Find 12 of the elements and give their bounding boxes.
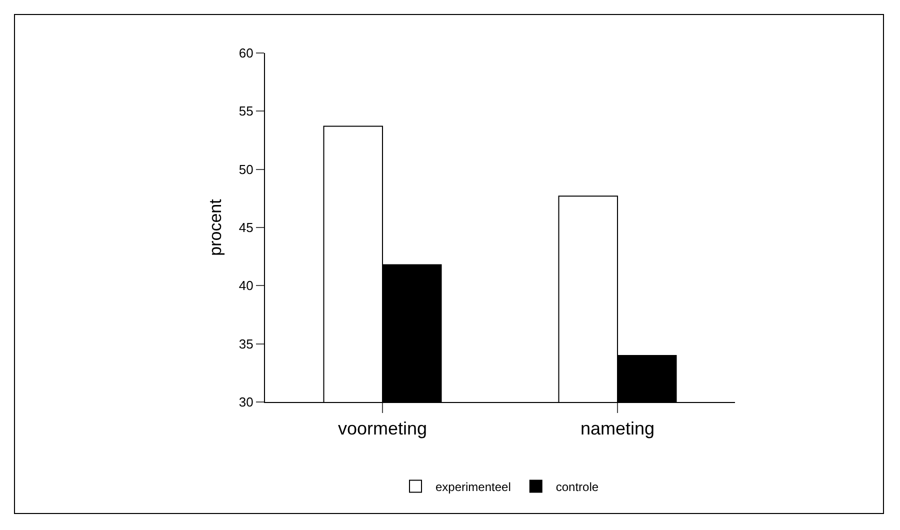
legend-label: experimenteel [436,480,511,494]
x-tick-label: voormeting [338,418,428,439]
y-tick-label: 50 [238,162,254,177]
y-axis-title: procent [206,198,225,256]
y-tick-label: 55 [238,104,254,119]
y-tick-label: 40 [238,278,254,294]
legend-label: controle [556,480,599,494]
y-tick-label: 60 [238,46,254,61]
y-tick-label: 45 [238,220,254,236]
x-tick-label: nameting [580,418,655,439]
y-tick-label: 35 [238,336,254,352]
y-tick-label: 30 [238,394,254,410]
